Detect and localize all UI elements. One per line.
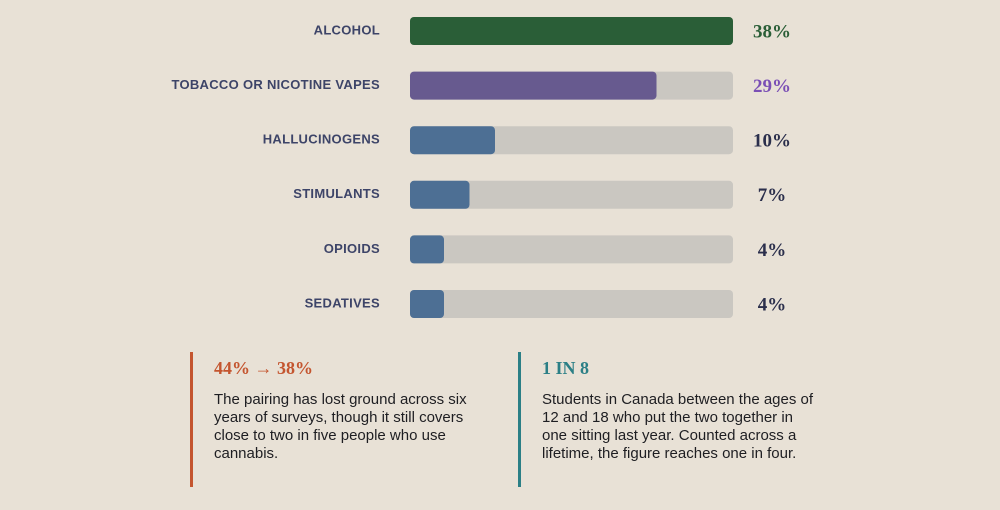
category-label: SEDATIVES bbox=[305, 295, 380, 310]
bar bbox=[410, 290, 444, 318]
bar-track bbox=[410, 235, 733, 264]
annotation-text: Students in Canada between the ages of 1… bbox=[542, 391, 814, 462]
bar-track bbox=[410, 180, 733, 209]
annotation-rule bbox=[190, 352, 193, 487]
value-label: 4% bbox=[758, 294, 787, 315]
bar-track bbox=[410, 290, 733, 318]
annotation-heading: 1 IN 8 bbox=[542, 358, 590, 378]
category-label: ALCOHOL bbox=[314, 22, 380, 37]
annotation-text: The pairing has lost ground across six y… bbox=[214, 391, 467, 462]
bar bbox=[410, 126, 495, 155]
category-label: OPIOIDS bbox=[324, 241, 380, 256]
bar bbox=[410, 180, 470, 209]
annotation-heading: 44% → 38% bbox=[214, 358, 313, 378]
value-label: 38% bbox=[753, 21, 791, 42]
value-label: 10% bbox=[753, 131, 791, 152]
bar bbox=[410, 71, 657, 100]
value-label: 4% bbox=[758, 240, 787, 261]
bar bbox=[410, 235, 444, 264]
category-label: STIMULANTS bbox=[293, 186, 380, 201]
annotation: 44% → 38% The pairing has lost ground ac… bbox=[190, 352, 476, 487]
value-label: 7% bbox=[758, 185, 787, 206]
category-label: TOBACCO OR NICOTINE VAPES bbox=[171, 77, 380, 92]
value-label: 29% bbox=[753, 76, 791, 97]
bar bbox=[410, 17, 733, 45]
annotation: 1 IN 8 Students in Canada between the ag… bbox=[518, 352, 817, 487]
category-label: HALLUCINOGENS bbox=[263, 132, 380, 147]
chart: ALCOHOL 38% TOBACCO OR NICOTINE VAPES 29% HA… bbox=[171, 17, 791, 318]
annotation-rule bbox=[518, 352, 521, 487]
